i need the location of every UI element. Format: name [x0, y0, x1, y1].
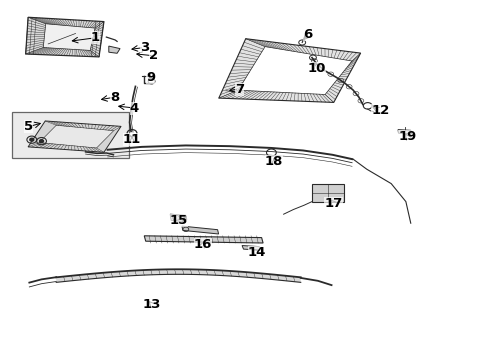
Text: 7: 7: [235, 83, 244, 96]
Text: 8: 8: [110, 91, 119, 104]
Text: 10: 10: [307, 62, 325, 75]
Text: 4: 4: [130, 102, 139, 114]
Polygon shape: [25, 17, 104, 57]
Bar: [12, 112, 128, 158]
Text: 16: 16: [193, 238, 212, 251]
Text: 2: 2: [149, 49, 158, 62]
Polygon shape: [144, 236, 263, 243]
Text: 14: 14: [247, 246, 265, 259]
Polygon shape: [170, 214, 186, 221]
Text: 18: 18: [264, 156, 283, 168]
Text: 13: 13: [142, 298, 161, 311]
Polygon shape: [182, 226, 218, 234]
Text: 9: 9: [146, 71, 155, 84]
Text: 19: 19: [397, 130, 416, 143]
Text: 1: 1: [91, 31, 100, 44]
Text: 6: 6: [303, 28, 312, 41]
Text: 3: 3: [140, 41, 148, 54]
Text: 17: 17: [324, 197, 342, 210]
Polygon shape: [218, 39, 360, 102]
Polygon shape: [43, 24, 95, 50]
Text: 5: 5: [24, 120, 33, 133]
Polygon shape: [39, 125, 114, 148]
Circle shape: [40, 140, 43, 143]
Polygon shape: [397, 130, 411, 134]
Polygon shape: [109, 46, 120, 53]
Polygon shape: [242, 246, 260, 250]
Text: 12: 12: [370, 104, 389, 117]
Bar: [311, 184, 343, 202]
Text: 11: 11: [122, 133, 141, 146]
Circle shape: [30, 138, 34, 141]
Polygon shape: [238, 46, 351, 94]
Polygon shape: [28, 121, 121, 152]
Text: 15: 15: [169, 214, 187, 227]
